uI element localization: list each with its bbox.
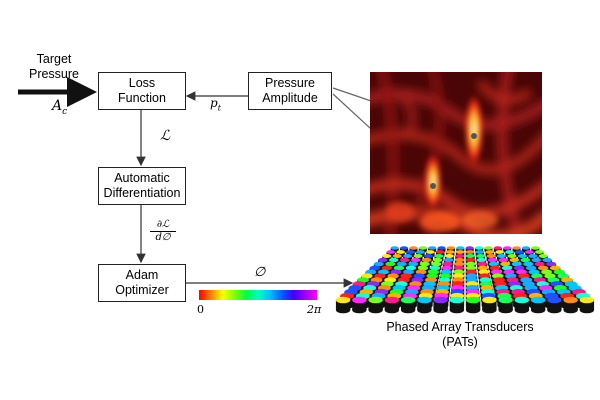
pressure-heatmap	[370, 72, 542, 234]
gradient-label: ∂ℒ d∅	[150, 219, 176, 243]
transducer	[368, 296, 383, 314]
target-pressure-label: Target Pressure	[28, 52, 80, 81]
adam-optimizer-box: Adam Optimizer	[98, 264, 186, 302]
automatic-differentiation-box: Automatic Differentiation	[98, 167, 186, 205]
transducer	[579, 296, 595, 314]
transducer	[514, 296, 530, 314]
transducer	[417, 296, 432, 314]
transducer	[563, 296, 578, 314]
transducer	[352, 296, 367, 314]
transducer	[498, 296, 513, 314]
target-symbol: Ac	[52, 98, 68, 117]
loss-function-box: Loss Function	[98, 72, 186, 110]
phase-colorbar	[199, 290, 317, 300]
transducer	[530, 296, 546, 314]
transducer	[547, 296, 562, 314]
transducer	[400, 296, 416, 314]
phased-array-transducers	[335, 246, 595, 314]
colorbar-min-label: 0	[197, 303, 204, 316]
colorbar-max-label: 2π	[307, 303, 322, 316]
pressure-amplitude-box: Pressure Amplitude	[248, 72, 332, 110]
transducer	[449, 296, 465, 314]
transducer	[482, 296, 497, 314]
transducer	[335, 296, 351, 314]
transducer	[384, 296, 400, 314]
transducer	[433, 296, 448, 314]
transducer	[465, 296, 481, 314]
loss-symbol: ℒ	[160, 128, 171, 144]
pt-label: pt	[210, 96, 221, 113]
phase-symbol: ∅	[254, 265, 266, 280]
pats-label: Phased Array Transducers (PATs)	[386, 320, 534, 349]
